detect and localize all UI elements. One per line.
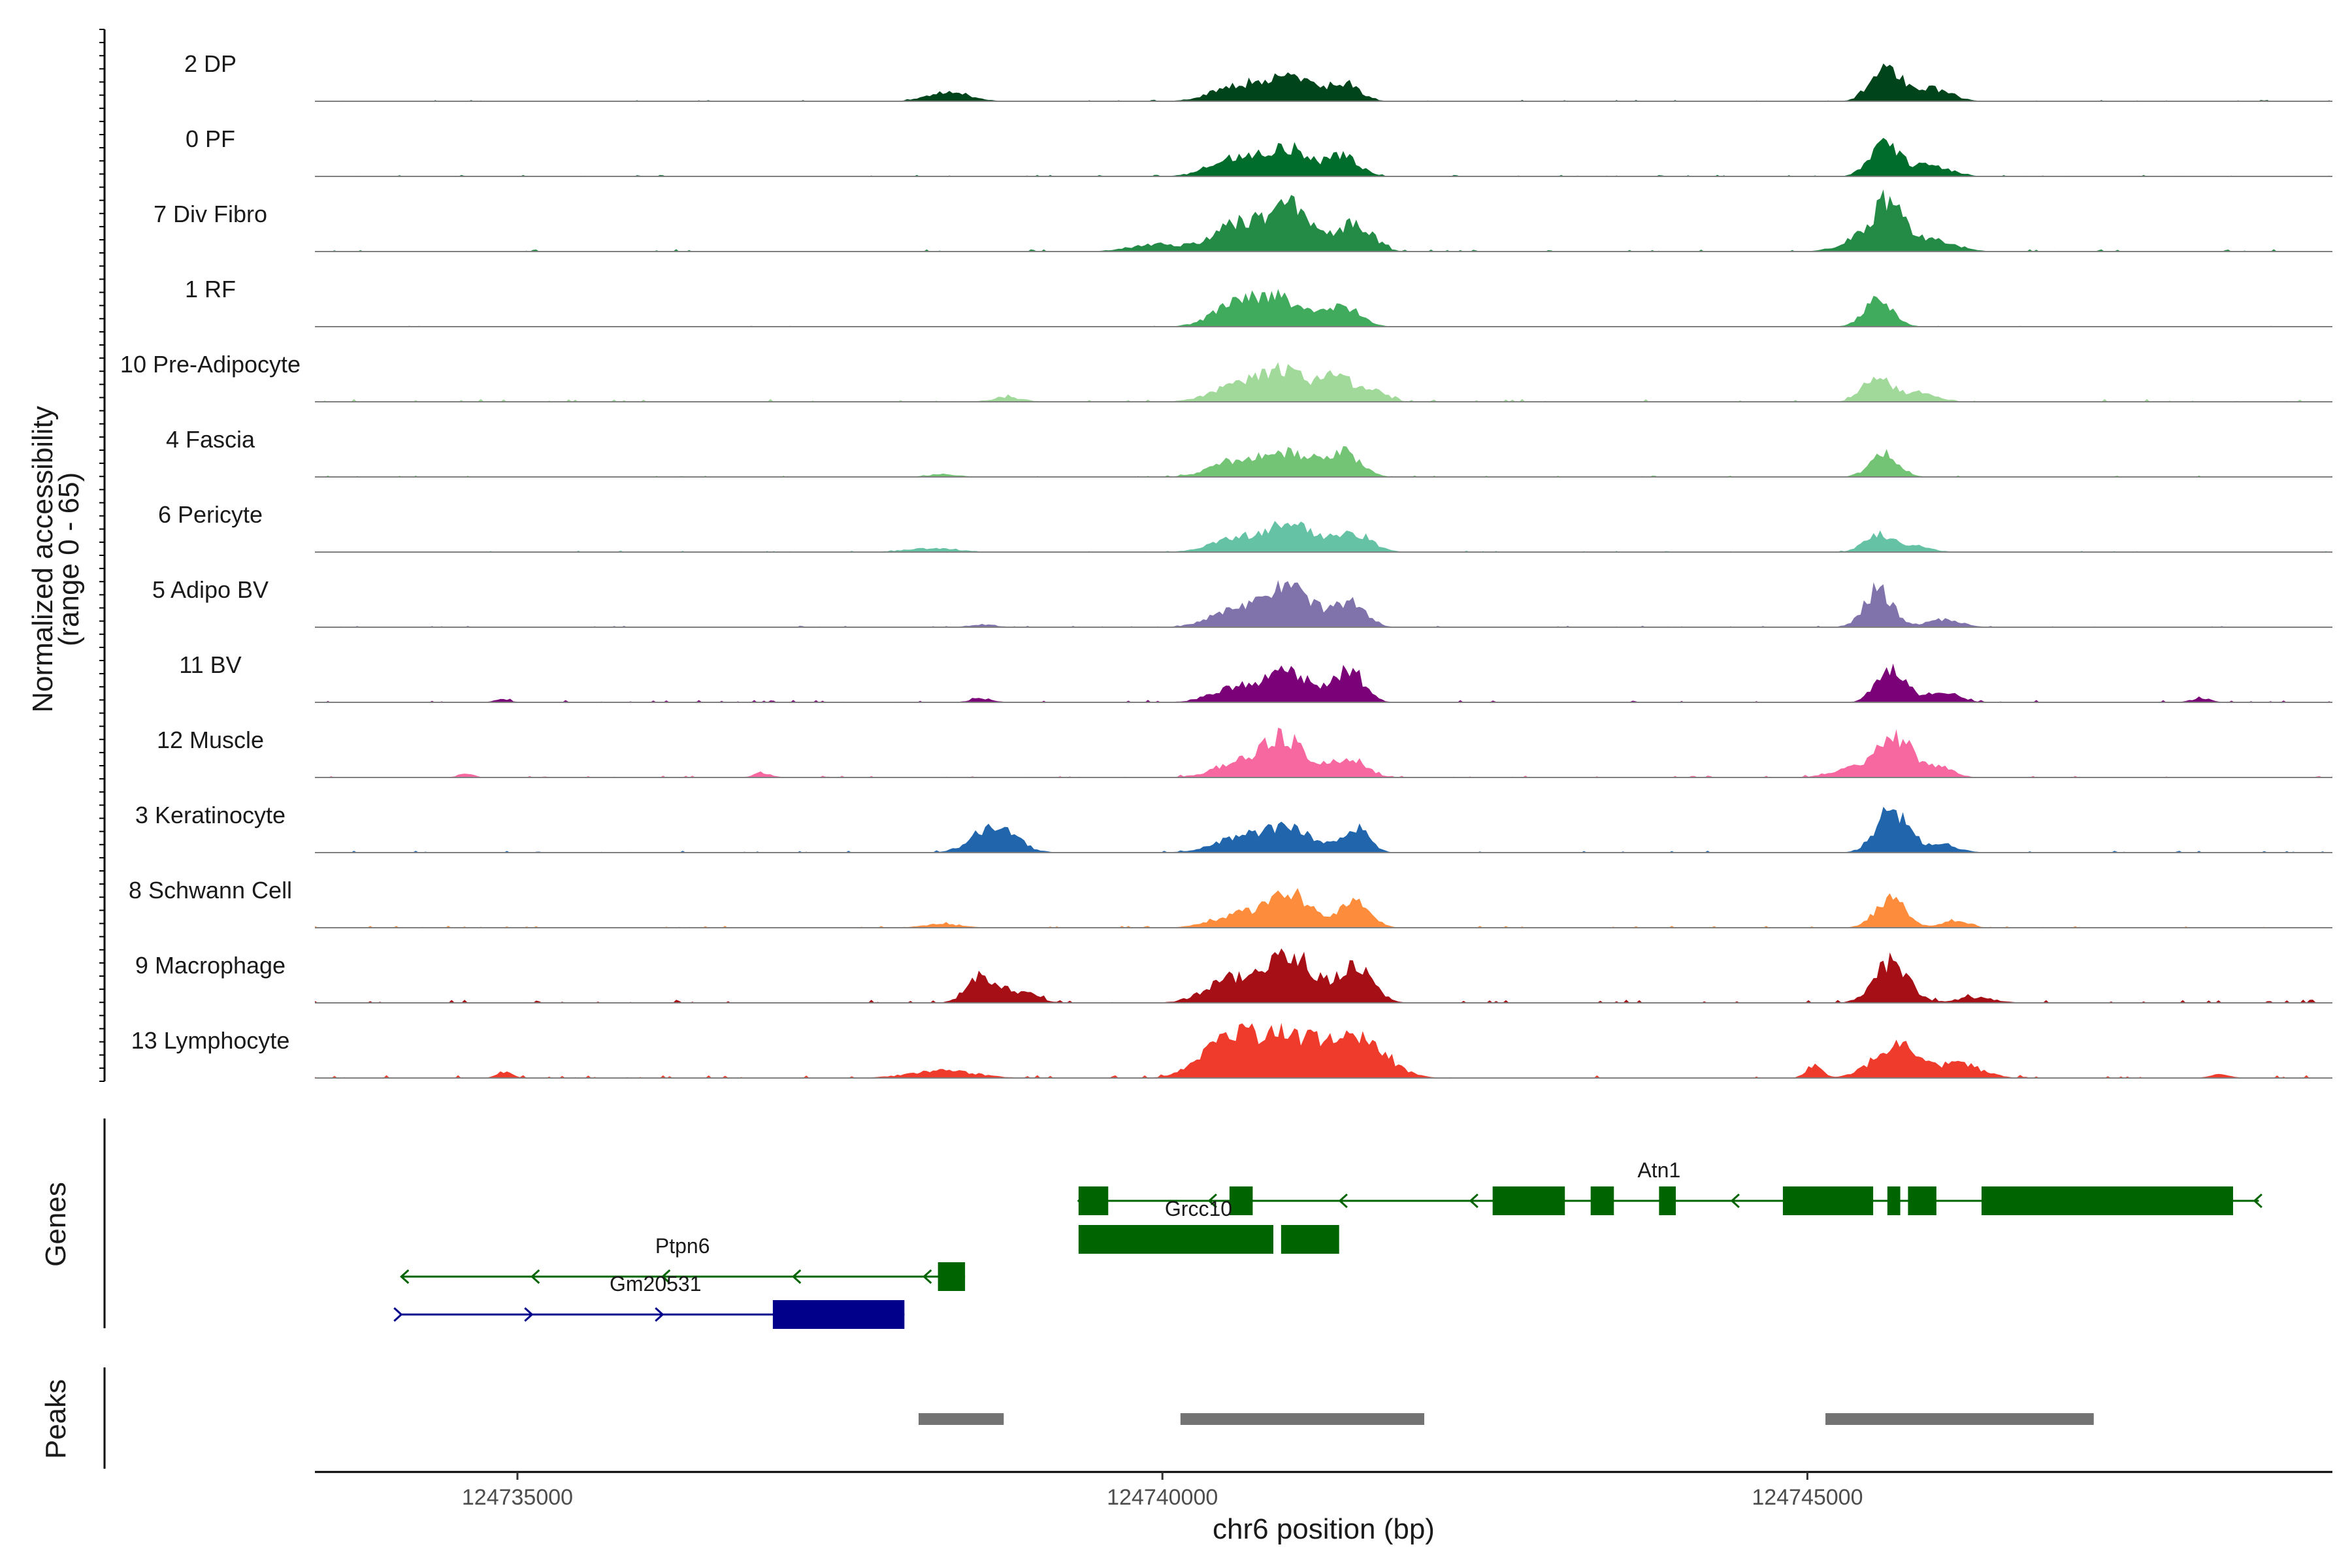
x-tick-label: 124735000 [462,1485,573,1510]
gene-exon [772,1300,905,1329]
coverage-area-13-lymphocyte [315,1022,2332,1078]
coverage-area-1-rf [315,289,2332,327]
x-axis-title: chr6 position (bp) [1213,1513,1435,1545]
x-tick-label: 124740000 [1107,1485,1218,1510]
gene-label-grcc10: Grcc10 [1165,1197,1232,1220]
coverage-area-7-div-fibro [315,189,2332,252]
track-1-rf: 1 RF [185,276,2332,327]
gene-label-ptpn6: Ptpn6 [655,1234,710,1258]
peak-region [919,1413,1004,1425]
track-label-9-macrophage: 9 Macrophage [135,952,286,979]
y-axis-title-line1: Normalized accessibility [27,406,59,712]
coverage-area-9-macrophage [315,948,2332,1003]
track-3-keratinocyte: 3 Keratinocyte [135,802,2332,853]
y-axis-title-line2: (range 0 - 65) [53,472,85,647]
track-11-bv: 11 BV [179,651,2332,703]
y-axis-minor-ticks [99,29,105,1082]
track-7-div-fibro: 7 Div Fibro [154,189,2332,252]
gene-exon [1492,1186,1565,1215]
track-label-7-div-fibro: 7 Div Fibro [154,201,267,227]
track-9-macrophage: 9 Macrophage [135,948,2332,1004]
strand-arrow [792,1269,802,1284]
track-label-4-fascia: 4 Fascia [166,426,255,453]
strand-arrow [531,1269,540,1284]
strand-arrow [661,1269,671,1284]
track-12-muscle: 12 Muscle [157,727,2332,778]
track-label-3-keratinocyte: 3 Keratinocyte [135,802,286,828]
gene-gm20531: Gm20531 [393,1272,905,1329]
strand-arrow [1338,1193,1348,1209]
strand-arrow [1730,1193,1740,1209]
track-label-0-pf: 0 PF [186,125,235,152]
coverage-tracks: 2 DP 0 PF 7 Div Fibro 1 RF 10 Pre-Adipocyte 4… [120,50,2332,1079]
gene-annotation-track: Atn1 Grcc10 Ptpn6 Gm20531 [393,1158,2262,1329]
coverage-area-8-schwann-cell [315,888,2332,928]
gene-exon [1981,1186,2233,1215]
genes-panel-title: Genes [40,1182,72,1267]
track-13-lymphocyte: 13 Lymphocyte [131,1022,2332,1079]
strand-arrow [655,1307,664,1322]
gene-atn1: Atn1 [1077,1158,2262,1215]
gene-label-atn1: Atn1 [1637,1158,1680,1182]
track-label-8-schwann-cell: 8 Schwann Cell [129,877,292,904]
coverage-area-4-fascia [315,446,2332,477]
gene-exon [1659,1186,1676,1215]
strand-arrow [393,1307,403,1322]
y-axis-title: Normalized accessibility (range 0 - 65) [27,406,85,712]
gene-exon [1281,1225,1339,1254]
gene-grcc10: Grcc10 [1078,1197,1339,1254]
gene-exon [1908,1186,1936,1215]
track-6-pericyte: 6 Pericyte [158,501,2332,553]
strand-arrow [923,1269,932,1284]
gene-exon [1887,1186,1901,1215]
track-2-dp: 2 DP [184,50,2332,102]
coverage-area-10-pre-adipocyte [315,362,2332,402]
track-8-schwann-cell: 8 Schwann Cell [129,877,2332,928]
strand-arrow [524,1307,534,1322]
strand-arrow [1469,1193,1478,1209]
track-label-13-lymphocyte: 13 Lymphocyte [131,1027,290,1054]
peaks-panel-title: Peaks [40,1379,72,1459]
track-10-pre-adipocyte: 10 Pre-Adipocyte [120,351,2332,402]
coverage-area-12-muscle [315,727,2332,777]
strand-arrow [2253,1193,2262,1209]
track-4-fascia: 4 Fascia [166,426,2332,478]
strand-arrow [1207,1193,1217,1209]
coverage-area-3-keratinocyte [315,806,2332,853]
coverage-area-0-pf [315,138,2332,176]
x-axis-ticks: 124735000 124740000 124745000 [462,1472,1863,1510]
track-label-1-rf: 1 RF [185,276,236,302]
peak-track [919,1413,2094,1425]
strand-arrow [400,1269,410,1284]
track-5-adipo-bv: 5 Adipo BV [152,576,2332,628]
coverage-area-6-pericyte [315,521,2332,552]
track-label-12-muscle: 12 Muscle [157,727,264,753]
track-label-5-adipo-bv: 5 Adipo BV [152,576,269,603]
x-tick-label: 124745000 [1752,1485,1863,1510]
gene-exon [1078,1186,1109,1215]
gene-exon [1078,1225,1273,1254]
coverage-area-11-bv [315,663,2332,702]
gene-exon [1782,1186,1874,1215]
peak-region [1825,1413,2094,1425]
track-0-pf: 0 PF [186,125,2332,177]
coverage-area-5-adipo-bv [315,580,2332,627]
coverage-area-2-dp [315,63,2332,101]
track-label-11-bv: 11 BV [179,651,241,678]
gene-exon [1229,1186,1253,1215]
track-label-10-pre-adipocyte: 10 Pre-Adipocyte [120,351,301,378]
track-label-6-pericyte: 6 Pericyte [158,501,263,528]
gene-exon [1590,1186,1614,1215]
gene-ptpn6: Ptpn6 [400,1234,966,1291]
track-label-2-dp: 2 DP [184,50,237,77]
gene-label-gm20531: Gm20531 [610,1272,702,1296]
peak-region [1180,1413,1425,1425]
gene-exon [938,1262,966,1291]
